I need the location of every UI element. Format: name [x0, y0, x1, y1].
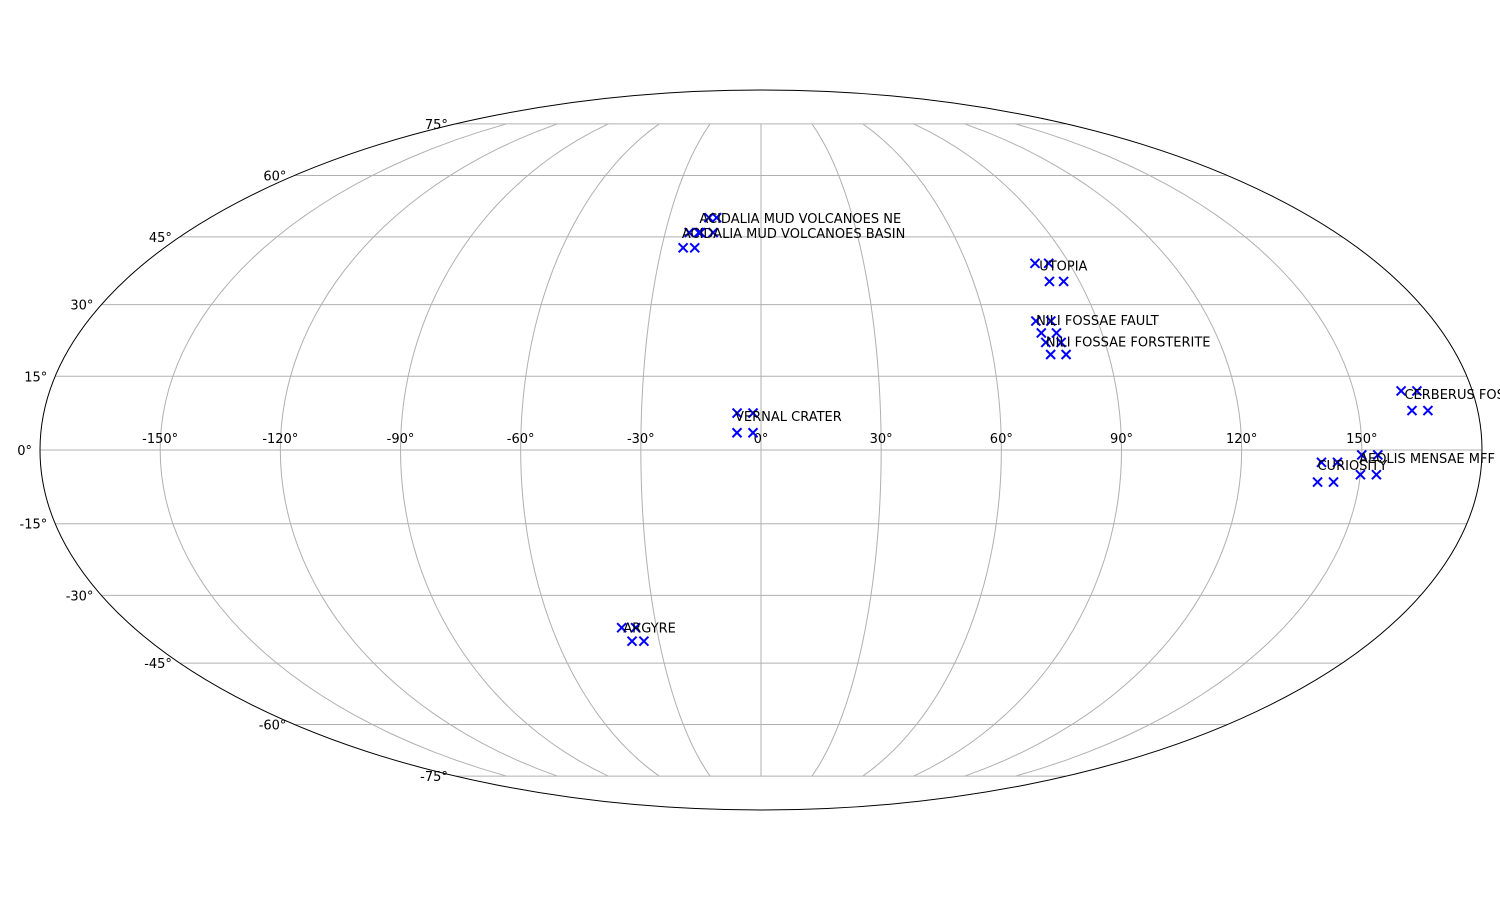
site-marker — [1356, 449, 1367, 461]
site-marker — [616, 622, 627, 633]
site-marker — [1332, 457, 1343, 468]
site-marker — [1312, 476, 1323, 488]
site-label: NILI FOSSAE FAULT — [1036, 314, 1159, 329]
site-marker — [1029, 258, 1041, 269]
site-marker — [683, 227, 695, 238]
site-marker — [1422, 405, 1434, 416]
longitude-tick-label: -30° — [627, 432, 655, 447]
site-marker — [1055, 337, 1067, 348]
site-marker — [731, 407, 743, 419]
site-label: VERNAL CRATER — [735, 410, 842, 425]
latitude-tick-label: 15° — [24, 370, 47, 385]
site-label: ACIDALIA MUD VOLCANOES NE — [699, 212, 901, 227]
site-marker — [747, 407, 759, 419]
longitude-tick-label: -60° — [507, 432, 535, 447]
site-label: NILI FOSSAE FORSTERITE — [1046, 335, 1211, 350]
site-marker — [693, 227, 704, 238]
site-marker — [747, 427, 759, 438]
site-marker — [1411, 385, 1423, 397]
longitude-tick-label: 150° — [1346, 432, 1377, 447]
site-marker — [626, 635, 638, 647]
latitude-tick-label: 75° — [425, 118, 448, 133]
graticule — [40, 123, 1482, 777]
site-marker — [1316, 457, 1327, 468]
site-label: ACIDALIA MUD VOLCANOES BASIN — [682, 227, 906, 242]
site-marker — [1045, 315, 1057, 327]
latitude-tick-label: 60° — [263, 170, 286, 185]
site-label: CERBERUS FOSSAE — [1404, 388, 1500, 403]
site-marker — [1043, 258, 1054, 269]
site-marker — [638, 635, 650, 647]
latitude-tick-label: -75° — [420, 770, 448, 785]
site-marker — [1371, 469, 1382, 480]
site-marker — [1044, 276, 1055, 287]
latitude-tick-label: 0° — [17, 444, 32, 459]
site-markers — [616, 212, 1434, 647]
latitude-tick-label: -15° — [20, 518, 48, 533]
site-marker — [1406, 405, 1418, 416]
site-marker — [1058, 276, 1069, 287]
site-marker — [1030, 315, 1042, 327]
site-marker — [731, 427, 743, 438]
site-marker — [1040, 337, 1051, 348]
latitude-tick-label: 30° — [70, 299, 93, 314]
site-label: UTOPIA — [1039, 259, 1087, 274]
longitude-tick-label: 60° — [990, 432, 1013, 447]
site-marker — [1372, 449, 1384, 461]
map-boundary — [39, 89, 1483, 811]
site-marker — [1395, 385, 1407, 397]
longitude-tick-label: 30° — [870, 432, 893, 447]
site-marker — [707, 227, 719, 238]
site-label: AEOLIS MENSAE MFF — [1359, 452, 1495, 467]
longitude-tick-label: 120° — [1226, 432, 1257, 447]
latitude-tick-label: -30° — [66, 589, 94, 604]
longitude-tick-label: -90° — [387, 432, 415, 447]
site-marker — [1355, 469, 1366, 480]
longitude-tick-label: -120° — [262, 432, 298, 447]
site-marker — [1045, 349, 1056, 360]
site-marker — [695, 227, 706, 238]
site-marker — [1328, 476, 1339, 488]
latitude-tick-label: -45° — [144, 657, 172, 672]
site-marker — [630, 622, 641, 633]
site-marker — [689, 242, 700, 253]
longitude-tick-label: -150° — [142, 432, 178, 447]
longitude-tick-label: 90° — [1110, 432, 1133, 447]
site-marker — [711, 212, 722, 223]
site-marker — [677, 242, 689, 253]
latitude-tick-label: 45° — [149, 231, 172, 246]
site-marker — [1051, 327, 1062, 339]
site-marker — [1036, 327, 1047, 339]
site-marker — [703, 212, 715, 223]
latitude-tick-label: -60° — [259, 718, 287, 733]
tick-labels: -150° -120° -90° -60° -30° 0° 30° 60° 90° 120° 150… — [17, 118, 1377, 785]
site-label: ARGYRE — [623, 621, 676, 636]
site-label: CURIOSITY — [1317, 459, 1387, 474]
site-marker — [1060, 349, 1072, 360]
